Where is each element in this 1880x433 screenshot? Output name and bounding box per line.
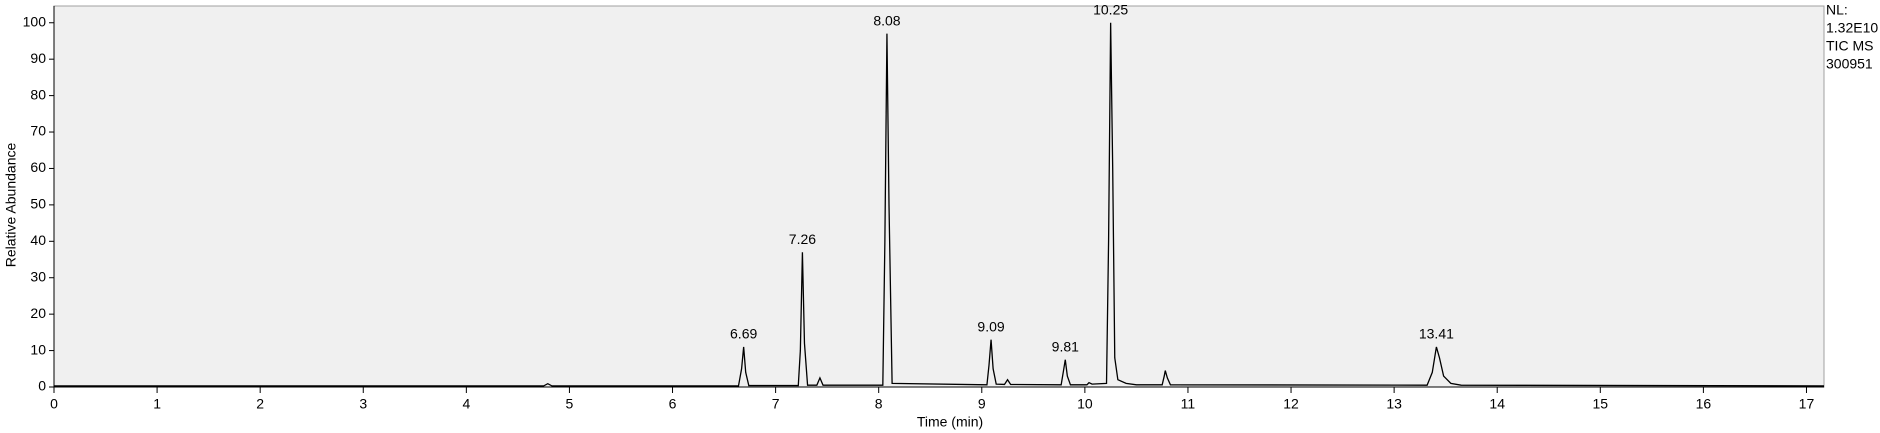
x-tick-label: 15 <box>1593 396 1609 412</box>
x-tick-label: 16 <box>1696 396 1712 412</box>
y-tick-label: 90 <box>30 50 46 66</box>
peak-label: 8.08 <box>873 12 900 28</box>
peak-label: 9.81 <box>1052 338 1079 354</box>
x-tick-label: 4 <box>462 396 470 412</box>
peak-label: 9.09 <box>977 318 1004 334</box>
y-tick-label: 0 <box>38 378 46 394</box>
side-info: NL: <box>1826 2 1848 18</box>
peak-label: 10.25 <box>1093 1 1128 17</box>
x-tick-label: 3 <box>359 396 367 412</box>
x-tick-label: 11 <box>1181 396 1196 412</box>
y-tick-label: 100 <box>23 13 47 29</box>
x-tick-label: 8 <box>875 396 883 412</box>
x-tick-label: 9 <box>978 396 986 412</box>
x-tick-label: 17 <box>1799 396 1815 412</box>
side-info: TIC MS <box>1826 38 1873 54</box>
x-axis-label: Time (min) <box>917 414 983 430</box>
x-tick-label: 12 <box>1283 396 1299 412</box>
side-info: 300951 <box>1826 56 1873 72</box>
x-tick-label: 5 <box>566 396 574 412</box>
x-tick-label: 0 <box>50 396 58 412</box>
y-axis-label: Relative Abundance <box>3 143 19 268</box>
y-tick-label: 80 <box>30 86 46 102</box>
y-tick-label: 70 <box>30 123 46 139</box>
y-tick-label: 30 <box>30 268 46 284</box>
plot-area <box>53 5 1825 388</box>
y-tick-label: 40 <box>30 232 46 248</box>
x-tick-label: 2 <box>256 396 264 412</box>
peak-label: 13.41 <box>1419 326 1454 342</box>
y-tick-label: 60 <box>30 159 46 175</box>
x-tick-label: 1 <box>153 396 161 412</box>
y-tick-label: 10 <box>30 341 46 357</box>
x-tick-label: 6 <box>669 396 677 412</box>
trace <box>54 22 1825 387</box>
peak-label: 6.69 <box>730 326 757 342</box>
side-info: 1.32E10 <box>1826 20 1878 36</box>
x-tick-label: 13 <box>1386 396 1402 412</box>
y-tick-label: 20 <box>30 305 46 321</box>
x-tick-label: 10 <box>1077 396 1093 412</box>
x-tick-label: 7 <box>772 396 780 412</box>
peak-label: 7.26 <box>789 231 816 247</box>
x-tick-label: 14 <box>1489 396 1505 412</box>
y-tick-label: 50 <box>30 196 46 212</box>
